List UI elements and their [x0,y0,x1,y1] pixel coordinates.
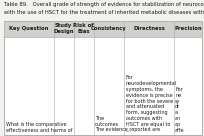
Text: Key Question: Key Question [9,26,48,31]
Text: Study
Design: Study Design [53,23,74,34]
Bar [4,21,202,135]
Text: Precision: Precision [174,26,202,31]
Text: What is the comparative
effectiveness and harms of: What is the comparative effectiveness an… [6,122,72,132]
Text: Table 89.   Overall grade of strength of evidence for stabilization of neurocogn: Table 89. Overall grade of strength of e… [4,2,204,7]
Text: The
outcomes
The evidence reported are: The outcomes The evidence reported are [95,116,160,132]
Text: with the use of HSCT for the treatment of inherited metabolic diseases with slow: with the use of HSCT for the treatment o… [4,10,204,15]
Text: Directness: Directness [133,26,165,31]
Text: For
ne
sy
dr
a
an
ap
affe: For ne sy dr a an ap affe [175,87,185,132]
Text: Consistency: Consistency [91,26,127,31]
Bar [4,21,202,36]
Text: For
neurodevelopmental
symptoms, the
evidence is precise
for both the severe
and: For neurodevelopmental symptoms, the evi… [126,75,177,132]
Text: Risk of
Bias: Risk of Bias [73,23,94,34]
